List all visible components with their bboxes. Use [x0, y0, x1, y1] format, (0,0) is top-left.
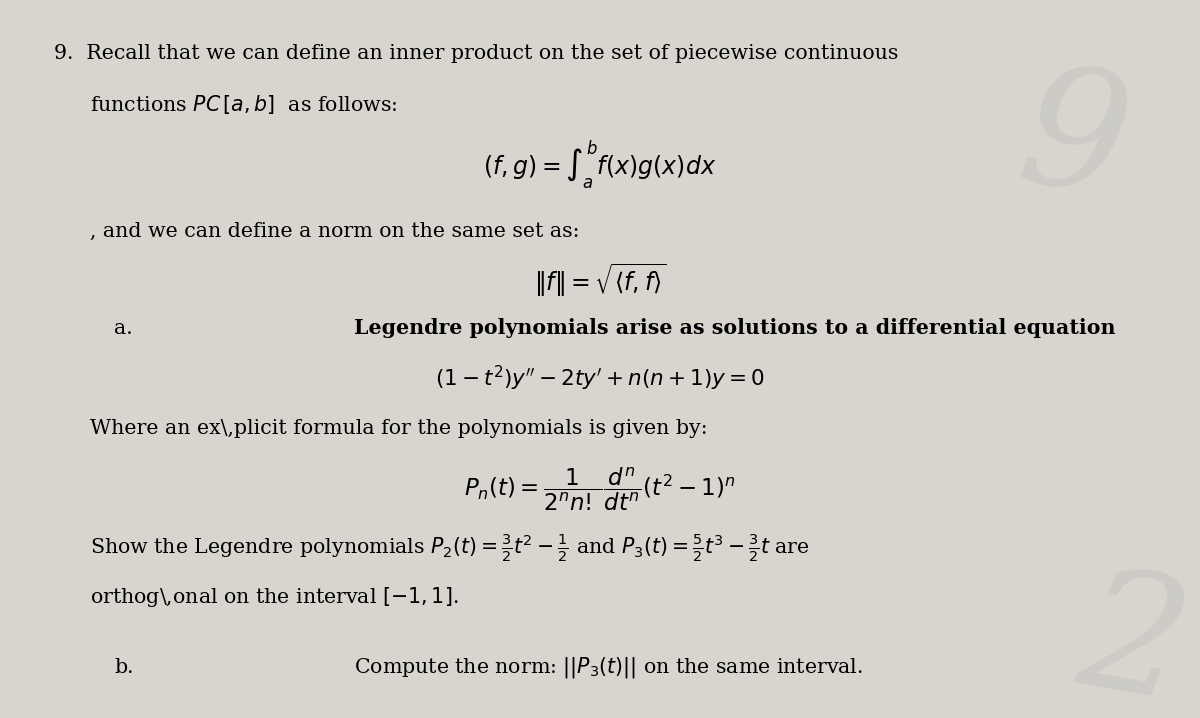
- Text: 9: 9: [1008, 55, 1140, 232]
- Text: $(f,g) = \int_a^b f(x)g(x)dx$: $(f,g) = \int_a^b f(x)g(x)dx$: [484, 139, 716, 192]
- Text: 9.  Recall that we can define an inner product on the set of piecewise continuou: 9. Recall that we can define an inner pr…: [54, 45, 899, 63]
- Text: functions $PC\,[a, b]$  as follows:: functions $PC\,[a, b]$ as follows:: [90, 93, 397, 116]
- Text: a.: a.: [114, 319, 133, 337]
- Text: $\|f\| = \sqrt{\langle f,f \rangle}$: $\|f\| = \sqrt{\langle f,f \rangle}$: [534, 261, 666, 299]
- Text: Compute the norm: $||P_3(t)||$ on the same interval.: Compute the norm: $||P_3(t)||$ on the sa…: [354, 656, 863, 680]
- Text: b.: b.: [114, 658, 133, 677]
- Text: Where an ex\,plicit formula for the polynomials is given by:: Where an ex\,plicit formula for the poly…: [90, 419, 708, 438]
- Text: 2: 2: [1068, 558, 1200, 718]
- Text: orthog\,onal on the interval $[-1,1]$.: orthog\,onal on the interval $[-1,1]$.: [90, 585, 458, 610]
- Text: Legendre polynomials arise as solutions to a differential equation: Legendre polynomials arise as solutions …: [354, 318, 1116, 338]
- Text: $(1 - t^2)y'' - 2ty' + n(n + 1)y = 0$: $(1 - t^2)y'' - 2ty' + n(n + 1)y = 0$: [434, 364, 766, 393]
- Text: $P_n(t) = \dfrac{1}{2^n n!\,} \dfrac{d^n}{dt^n}(t^2 - 1)^n$: $P_n(t) = \dfrac{1}{2^n n!\,} \dfrac{d^n…: [464, 466, 736, 513]
- Text: , and we can define a norm on the same set as:: , and we can define a norm on the same s…: [90, 222, 580, 241]
- Text: Show the Legendre polynomials $P_2(t) = \frac{3}{2}t^2 - \frac{1}{2}$ and $P_3(t: Show the Legendre polynomials $P_2(t) = …: [90, 531, 810, 564]
